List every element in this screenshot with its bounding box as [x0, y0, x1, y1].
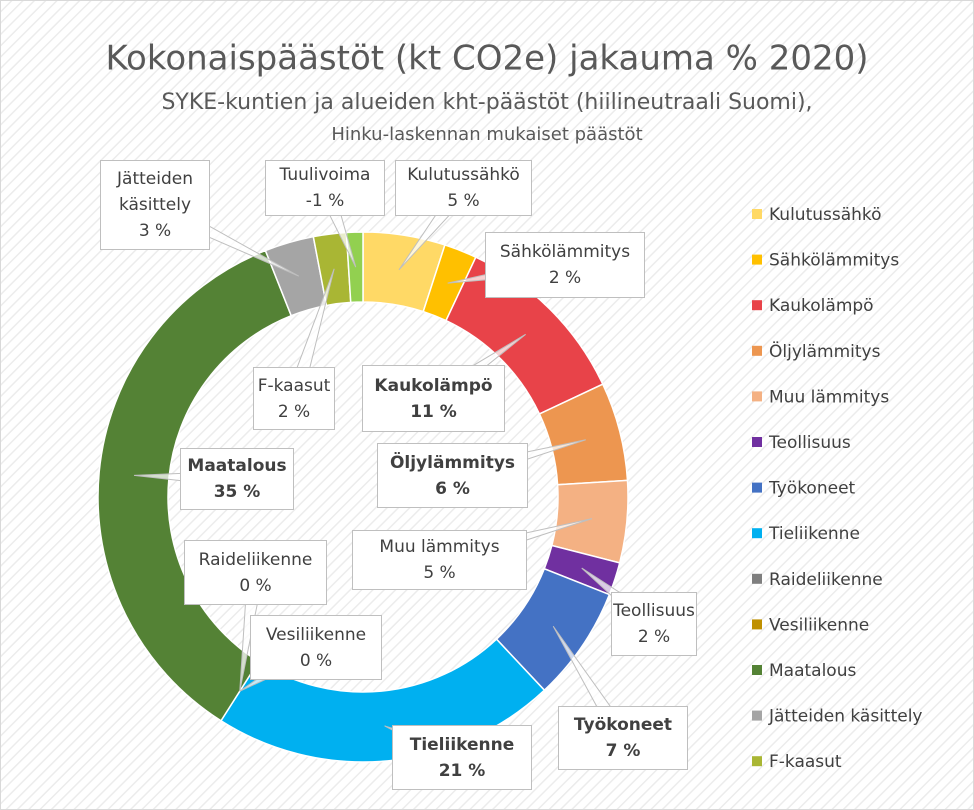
data-label: F-kaasut 2 %: [253, 367, 335, 430]
data-label-name: Tieliikenne: [409, 734, 515, 755]
legend-label: Öljylämmitys: [769, 340, 881, 362]
data-label-name: Sähkölämmitys: [499, 242, 631, 262]
data-label-value: 7 %: [605, 741, 641, 761]
data-label-name: Raideliikenne: [198, 549, 313, 570]
data-label-name: Työkoneet: [573, 715, 673, 735]
data-label: Kulutussähkö 5 %: [395, 160, 532, 216]
data-label: Työkoneet 7 %: [558, 706, 688, 770]
chart-subtitle: SYKE-kuntien ja alueiden kht-päästöt (hi…: [161, 90, 812, 115]
legend-swatch: [752, 345, 762, 356]
legend-label: Teollisuus: [768, 433, 851, 453]
legend-swatch: [752, 209, 762, 219]
data-label-value: 2 %: [637, 627, 671, 647]
data-label-name: Vesiliikenne: [265, 624, 367, 645]
data-label: Jätteiden käsittely 3 %: [100, 160, 210, 250]
legend-swatch: [752, 254, 762, 265]
legend-swatch: [752, 710, 762, 721]
data-label-name: Kaukolämpö: [374, 375, 493, 396]
data-label-value: 11 %: [410, 401, 457, 422]
data-label: Tieliikenne 21 %: [392, 725, 532, 790]
data-label-value: 3 %: [138, 221, 172, 241]
legend-label: F-kaasut: [769, 752, 842, 772]
legend-label: Tieliikenne: [768, 524, 860, 544]
data-label: Maatalous 35 %: [180, 448, 294, 510]
data-label-name: Teollisuus: [613, 601, 695, 621]
data-label-value: 5 %: [447, 191, 480, 211]
data-label-value: 5 %: [423, 563, 456, 583]
data-label-value: 2 %: [548, 268, 582, 288]
data-label-value: 21 %: [438, 760, 486, 781]
data-label-value: 6 %: [435, 478, 470, 499]
legend-swatch: [752, 573, 762, 584]
data-label: Kaukolämpö 11 %: [362, 365, 505, 432]
data-label-name: Tuulivoima: [279, 165, 371, 185]
legend-label: Kulutussähkö: [769, 205, 882, 225]
legend-label: Kaukolämpö: [769, 296, 874, 316]
data-label: Tuulivoima -1 %: [265, 160, 385, 216]
legend-swatch: [752, 391, 762, 402]
chart-subtitle: Hinku-laskennan mukaiset päästöt: [331, 124, 642, 145]
data-label: Muu lämmitys 5 %: [352, 530, 527, 590]
data-label-value: 0 %: [239, 575, 272, 596]
data-label-name: Muu lämmitys: [379, 537, 500, 557]
data-label-value: 0 %: [299, 650, 333, 671]
data-label: Sähkölämmitys 2 %: [485, 232, 645, 298]
legend-swatch: [752, 756, 762, 767]
data-label-name: Kulutussähkö: [407, 165, 520, 185]
data-label-value: -1 %: [305, 191, 345, 211]
chart-title: Kokonaispäästöt (kt CO2e) jakauma % 2020…: [105, 39, 868, 79]
data-label: Raideliikenne 0 %: [184, 540, 327, 605]
legend-swatch: [752, 665, 762, 675]
legend-label: Jätteiden käsittely: [768, 707, 923, 727]
data-label-name: Maatalous: [187, 456, 287, 476]
data-label-value: 2 %: [277, 401, 311, 422]
legend-swatch: [752, 437, 762, 447]
legend-label: Vesiliikenne: [769, 615, 869, 635]
data-label-name: F-kaasut: [257, 375, 331, 396]
data-label: Öljylämmitys 6 %: [377, 443, 528, 508]
legend-label: Työkoneet: [768, 479, 856, 499]
legend-label: Muu lämmitys: [769, 387, 889, 407]
legend-swatch: [752, 528, 762, 539]
legend-label: Maatalous: [769, 661, 856, 681]
data-label-value: 35 %: [213, 482, 261, 502]
legend-swatch: [752, 482, 762, 493]
legend-label: Sähkölämmitys: [769, 251, 899, 271]
legend-label: Raideliikenne: [769, 570, 883, 590]
legend-swatch: [752, 619, 762, 630]
legend-swatch: [752, 300, 762, 311]
data-label: Teollisuus 2 %: [611, 592, 697, 656]
data-label: Vesiliikenne 0 %: [250, 615, 382, 680]
data-label-name: Jätteiden käsittely: [117, 169, 193, 215]
data-label-name: Öljylämmitys: [389, 452, 516, 473]
